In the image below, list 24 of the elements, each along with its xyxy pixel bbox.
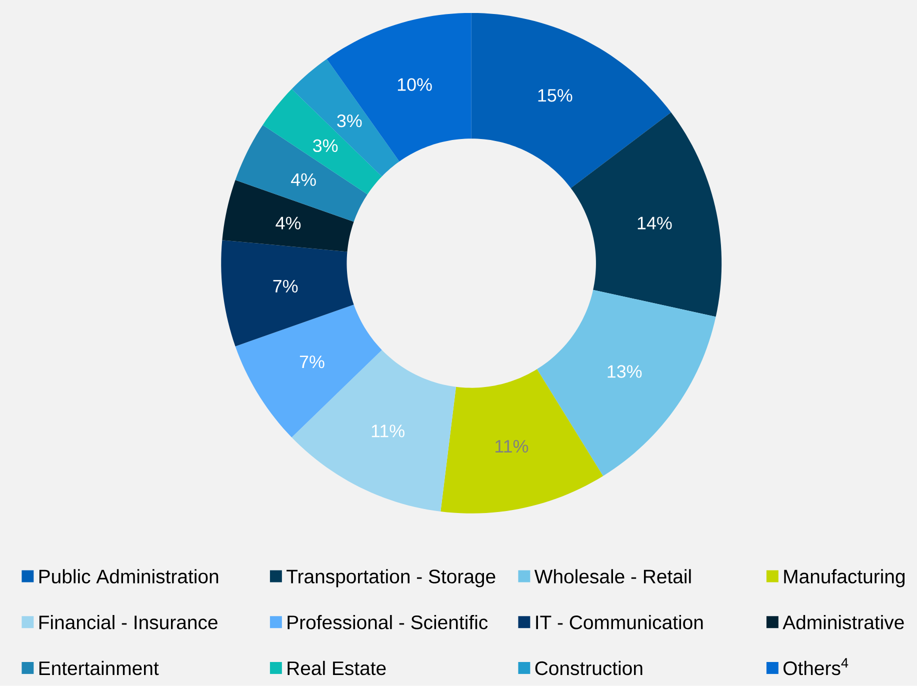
data-label: 4% — [276, 216, 301, 230]
legend-label: Real Estate — [288, 660, 386, 676]
data-label: 11% — [372, 424, 404, 438]
legend-label: Construction — [535, 660, 642, 676]
data-label: 14% — [638, 216, 672, 230]
legend-label: Manufacturing — [784, 569, 905, 588]
legend-label: Public Administration — [39, 569, 218, 584]
data-label: 7% — [273, 280, 298, 293]
legend-label: Professional - Scientific — [288, 615, 488, 630]
data-label: 15% — [538, 89, 572, 102]
legend-label: IT - Communication — [536, 615, 703, 630]
legend-label: Others$^{4}$ — [784, 658, 848, 676]
data-label: 4% — [291, 173, 316, 186]
data-label: 3% — [337, 114, 362, 128]
data-label: 11% — [496, 440, 528, 453]
legend-label: Transportation - Storage — [286, 569, 496, 588]
legend-label: Entertainment — [39, 660, 159, 676]
legend-label: Wholesale - Retail — [534, 569, 691, 584]
data-label: 3% — [313, 139, 338, 152]
data-label: 13% — [608, 365, 642, 378]
legend-label: Financial - Insurance — [39, 615, 218, 630]
data-label: 10% — [398, 78, 432, 91]
data-label: 7% — [300, 356, 324, 368]
legend-label: Administrative — [782, 615, 904, 630]
